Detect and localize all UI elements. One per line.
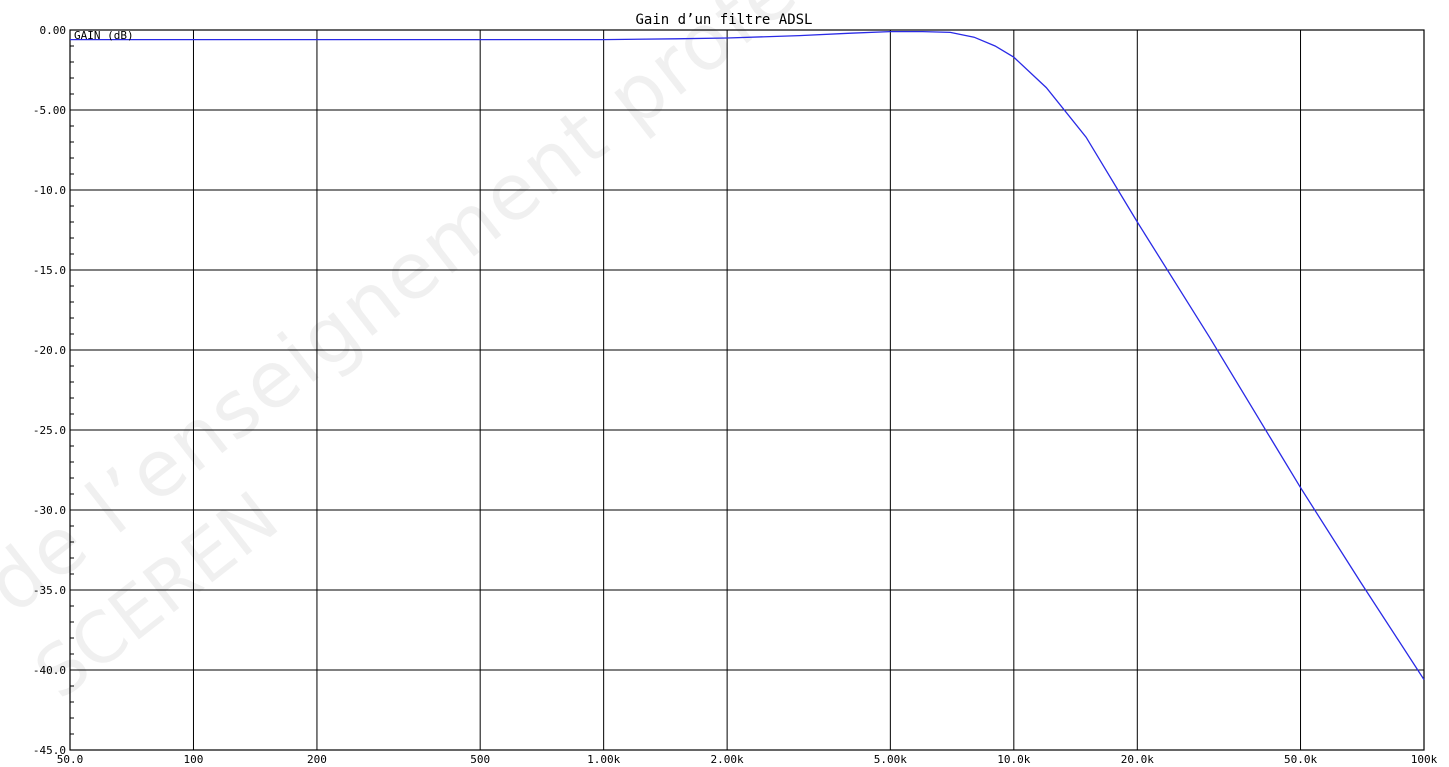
series-layer	[70, 30, 1425, 680]
x-tick-label: 20.0k	[1121, 753, 1154, 766]
x-tick-label: 500	[470, 753, 490, 766]
y-tick-label: -10.0	[33, 184, 66, 197]
chart-title: Gain d’un filtre ADSL	[635, 12, 812, 28]
y-tick-label: -5.00	[33, 104, 66, 117]
x-tick-label: 50.0k	[1284, 753, 1317, 766]
y-tick-labels: 0.00 -5.00 -10.0 -15.0 -20.0 -25.0 -30.0 -35.0 -…	[33, 24, 66, 757]
y-tick-label: -20.0	[33, 344, 66, 357]
y-tick-label: -35.0	[33, 584, 66, 597]
x-tick-label: 1.00k	[587, 753, 620, 766]
x-tick-label: 100k	[1411, 753, 1438, 766]
x-tick-labels: 50.0 100 200 500 1.00k 2.00k 5.00k 10.0k 20.0k 50…	[57, 753, 1438, 766]
x-tick-label: 5.00k	[874, 753, 907, 766]
plot-frame	[69, 29, 1425, 751]
x-tick-label: 50.0	[57, 753, 84, 766]
y-tick-label: -15.0	[33, 264, 66, 277]
y-tick-label: -30.0	[33, 504, 66, 517]
x-tick-label: 200	[307, 753, 327, 766]
x-tick-label: 100	[184, 753, 204, 766]
y-tick-label: 0.00	[40, 24, 67, 37]
grid	[69, 29, 1425, 751]
x-tick-label: 10.0k	[997, 753, 1030, 766]
y-tick-label: -45.0	[33, 744, 66, 757]
y-tick-label: -25.0	[33, 424, 66, 437]
gain-series-line	[70, 30, 1425, 680]
x-tick-label: 2.00k	[711, 753, 744, 766]
y-tick-label: -40.0	[33, 664, 66, 677]
y-axis-label: GAIN (dB)	[74, 29, 134, 42]
